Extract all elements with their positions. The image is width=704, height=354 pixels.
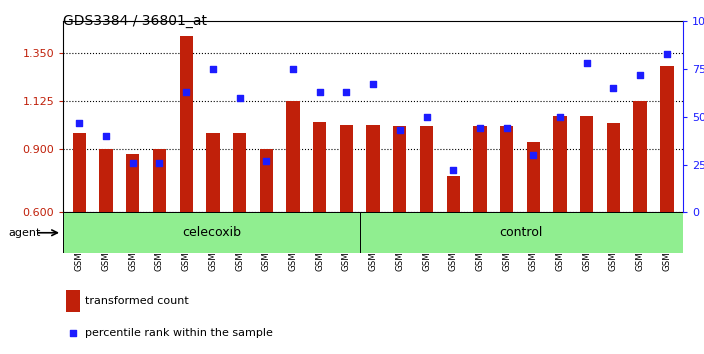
Point [68,330,79,336]
Text: celecoxib: celecoxib [182,226,241,239]
Bar [66,290,80,312]
Bar [580,116,593,212]
Bar [126,154,139,212]
Point [661,51,672,57]
Point [260,158,272,164]
Bar [393,126,406,212]
Point [127,160,139,166]
Bar [527,142,540,212]
Bar [607,123,620,212]
Bar [340,125,353,212]
Text: agent: agent [8,228,41,238]
Point [287,66,298,72]
Bar [446,176,460,212]
Point [608,85,619,91]
Point [367,81,379,87]
Bar [420,126,433,212]
Point [207,66,218,72]
Point [234,95,245,101]
Point [555,114,566,120]
Bar [153,149,166,212]
Bar [500,126,513,212]
Bar [233,133,246,212]
Point [501,125,513,131]
Point [101,133,112,139]
Text: percentile rank within the sample: percentile rank within the sample [85,328,273,338]
Bar [660,66,674,212]
Text: GDS3384 / 36801_at: GDS3384 / 36801_at [63,14,208,28]
Bar [73,133,86,212]
Bar [260,149,273,212]
Point [74,120,85,125]
Text: transformed count: transformed count [85,296,189,306]
Bar [180,36,193,212]
Point [474,125,486,131]
Point [448,167,459,173]
Bar [313,122,327,212]
Bar [553,116,567,212]
Point [341,89,352,95]
Point [634,72,646,78]
Bar [634,101,647,212]
Bar [287,101,300,212]
Text: control: control [500,226,543,239]
Point [528,152,539,158]
Bar [367,125,379,212]
Point [421,114,432,120]
Bar [99,149,113,212]
Bar [360,212,683,253]
Point [314,89,325,95]
Point [154,160,165,166]
Bar [473,126,486,212]
Bar [206,133,220,212]
Point [180,89,191,95]
Point [581,61,592,66]
Bar [63,212,360,253]
Point [394,127,406,133]
